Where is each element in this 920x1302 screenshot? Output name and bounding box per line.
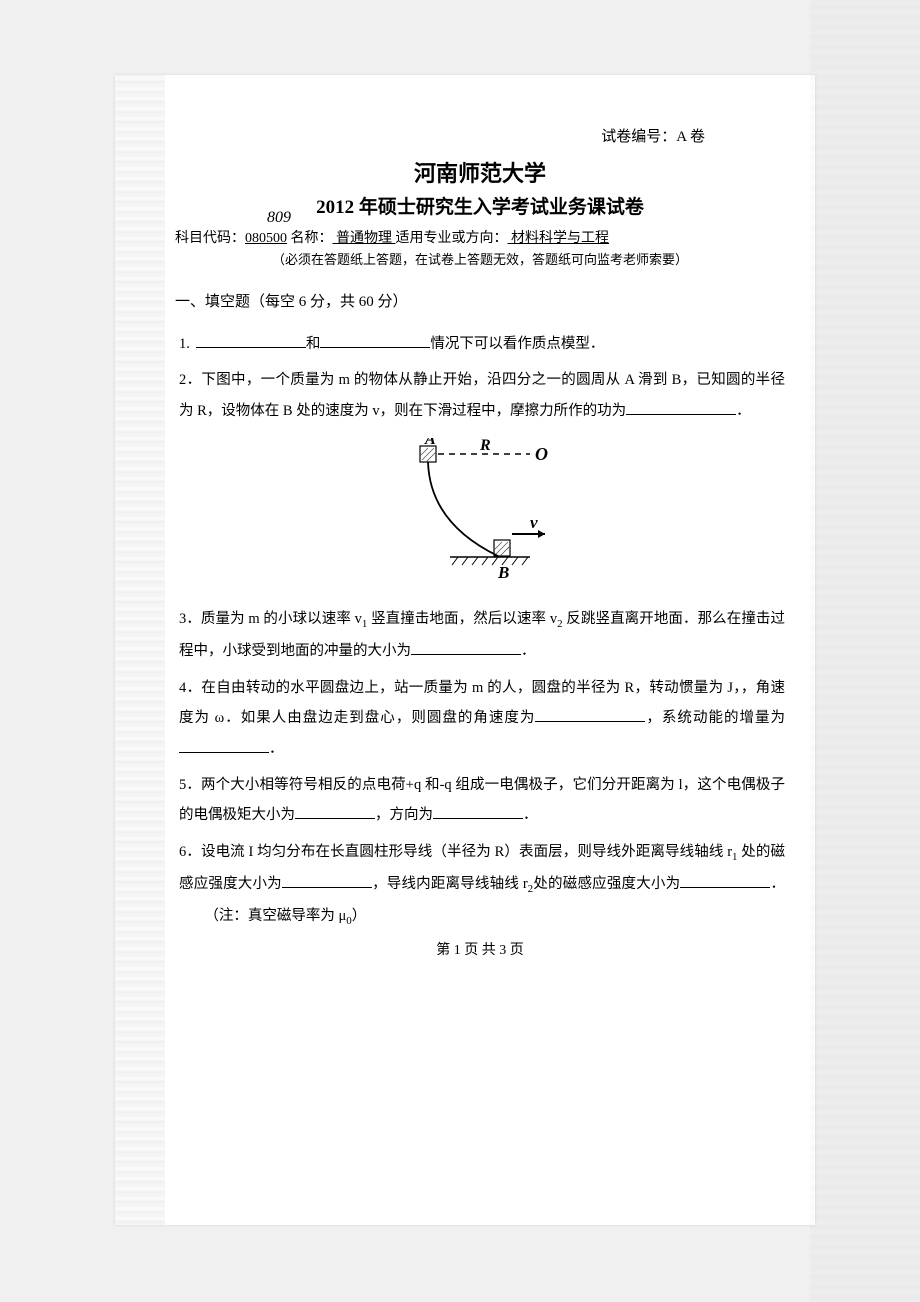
q6-note-b: ） — [352, 908, 367, 924]
right-margin-texture — [810, 0, 920, 1302]
label-b: B — [497, 563, 509, 582]
q6-blank-2 — [680, 873, 770, 888]
q4-end: ． — [269, 741, 284, 757]
q1-num: 1. — [179, 336, 190, 352]
quarter-circle-diagram: A R O v B — [380, 438, 580, 583]
code-label: 科目代码： — [175, 231, 245, 246]
header-info: 809 科目代码：080500 名称： 普通物理 适用专业或方向： 材料科学与工… — [175, 227, 785, 247]
handwritten-code: 809 — [267, 209, 291, 227]
page-footer: 第 1 页 共 3 页 — [175, 939, 785, 959]
q5-b: ，方向为 — [375, 807, 433, 823]
question-4: 4．在自由转动的水平圆盘边上，站一质量为 m 的人，圆盘的半径为 R，转动惯量为… — [175, 673, 785, 764]
major-value: 材料科学与工程 — [508, 231, 610, 246]
question-5: 5．两个大小相等符号相反的点电荷+q 和-q 组成一电偶极子，它们分开距离为 l… — [175, 770, 785, 831]
q6-note-a: （注：真空磁导率为 μ — [204, 908, 346, 924]
q3-a: 3．质量为 m 的小球以速率 v — [179, 611, 362, 627]
q4-b: ，系统动能的增量为 — [645, 710, 785, 726]
question-6: 6．设电流 I 均匀分布在长直圆柱形导线（半径为 R）表面层，则导线外距离导线轴… — [175, 837, 785, 933]
q3-end: ． — [521, 643, 536, 659]
q1-blank-1 — [196, 334, 306, 349]
q2-end: ． — [736, 403, 751, 419]
label-a: A — [424, 438, 436, 448]
university-name: 河南师范大学 — [175, 156, 785, 188]
left-margin-texture — [115, 75, 165, 1225]
q6-a: 6．设电流 I 均匀分布在长直圆柱形导线（半径为 R）表面层，则导线外距离导线轴… — [179, 844, 732, 860]
q5-end: ． — [523, 807, 538, 823]
q4-blank-1 — [535, 708, 645, 723]
q1-blank-2 — [320, 334, 430, 349]
q6-c: ，导线内距离导线轴线 r — [372, 876, 528, 892]
q6-d: 处的磁感应强度大小为 — [533, 876, 680, 892]
q3-blank — [411, 641, 521, 656]
q6-e: ． — [770, 876, 785, 892]
label-v: v — [530, 513, 538, 532]
code-struck: 080500 — [245, 231, 287, 246]
section-1-title: 一、填空题（每空 6 分，共 60 分） — [175, 290, 785, 311]
name-label: 名称： — [287, 231, 333, 246]
question-2: 2．下图中，一个质量为 m 的物体从静止开始，沿四分之一的圆周从 A 滑到 B，… — [175, 365, 785, 426]
q5-blank-1 — [295, 805, 375, 820]
label-o: O — [535, 444, 548, 464]
question-1: 1. 和 情况下可以看作质点模型． — [175, 329, 785, 359]
q4-blank-2 — [179, 738, 269, 753]
q2-blank — [626, 400, 736, 415]
exam-page: 试卷编号：A 卷 河南师范大学 2012 年硕士研究生入学考试业务课试卷 809… — [115, 75, 815, 1225]
q2-diagram: A R O v B — [175, 438, 785, 588]
q1-and: 和 — [306, 336, 321, 352]
header-note: （必须在答题纸上答题，在试卷上答题无效，答题纸可向监考老师索要） — [175, 249, 785, 268]
q6-blank-1 — [282, 873, 372, 888]
name-value: 普通物理 — [333, 231, 396, 246]
q5-blank-2 — [433, 805, 523, 820]
arc-path — [428, 462, 498, 556]
q1-tail: 情况下可以看作质点模型． — [430, 336, 604, 352]
question-3: 3．质量为 m 的小球以速率 v1 竖直撞击地面，然后以速率 v2 反跳竖直离开… — [175, 604, 785, 666]
q3-b: 竖直撞击地面，然后以速率 v — [367, 611, 557, 627]
major-label: 适用专业或方向： — [396, 231, 508, 246]
label-r: R — [479, 438, 491, 454]
paper-id: 试卷编号：A 卷 — [175, 125, 785, 146]
